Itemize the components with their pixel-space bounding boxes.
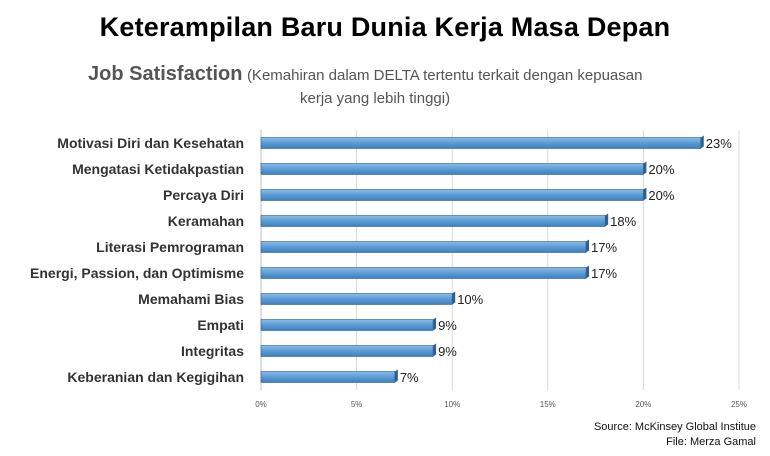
category-label: Energi, Passion, dan Optimisme [30, 265, 244, 281]
bar [260, 267, 587, 279]
data-label: 20% [648, 188, 674, 203]
bar [260, 241, 587, 253]
subtitle-note-line1: (Kemahiran dalam DELTA tertentu terkait … [246, 67, 643, 84]
data-label: 18% [610, 214, 636, 229]
file-note: File: Merza Gamal [666, 436, 756, 448]
data-label: 10% [457, 292, 483, 307]
x-tick-label: 5% [351, 400, 363, 409]
bar [260, 371, 396, 383]
x-tick-label: 20% [635, 400, 651, 409]
data-label: 23% [706, 136, 732, 151]
x-tick-label: 0% [255, 400, 267, 409]
bar-depth [586, 265, 590, 279]
bar-depth [452, 291, 456, 305]
bar-depth [394, 369, 398, 383]
bar-depth [700, 135, 704, 149]
bar-depth [433, 317, 437, 331]
bar [260, 215, 606, 227]
bar-depth [643, 187, 647, 201]
bar [260, 163, 644, 175]
bar [260, 345, 434, 357]
category-label: Motivasi Diri dan Kesehatan [57, 135, 244, 151]
category-label: Keramahan [168, 213, 244, 229]
bar-depth [605, 213, 609, 227]
data-label: 20% [648, 162, 674, 177]
category-label: Memahami Bias [138, 291, 244, 307]
data-label: 7% [400, 370, 419, 385]
chart-title: Keterampilan Baru Dunia Kerja Masa Depan [99, 12, 671, 42]
data-label: 17% [591, 240, 617, 255]
bar [260, 293, 453, 305]
data-label: 9% [438, 344, 457, 359]
data-label: 17% [591, 266, 617, 281]
x-tick-label: 25% [731, 400, 747, 409]
category-label: Empati [197, 317, 244, 333]
subtitle-line: Job Satisfaction (Kemahiran dalam DELTA … [88, 62, 728, 88]
bar-depth [433, 343, 437, 357]
bar [260, 189, 644, 201]
bar-depth [586, 239, 590, 253]
data-label: 9% [438, 318, 457, 333]
bar [260, 137, 702, 149]
subtitle-note-line2: kerja yang lebih tinggi) [300, 90, 451, 107]
bar-depth [643, 161, 647, 175]
category-label: Keberanian dan Kegigihan [67, 369, 244, 385]
category-label: Mengatasi Ketidakpastian [72, 161, 244, 177]
category-label: Percaya Diri [163, 187, 244, 203]
subtitle-main: Job Satisfaction [88, 63, 243, 85]
bar [260, 319, 434, 331]
category-label: Integritas [181, 343, 244, 359]
category-label: Literasi Pemrograman [96, 239, 244, 255]
x-tick-label: 10% [444, 400, 460, 409]
source-note: Source: McKinsey Global Institue [593, 421, 756, 433]
x-tick-label: 15% [540, 400, 556, 409]
